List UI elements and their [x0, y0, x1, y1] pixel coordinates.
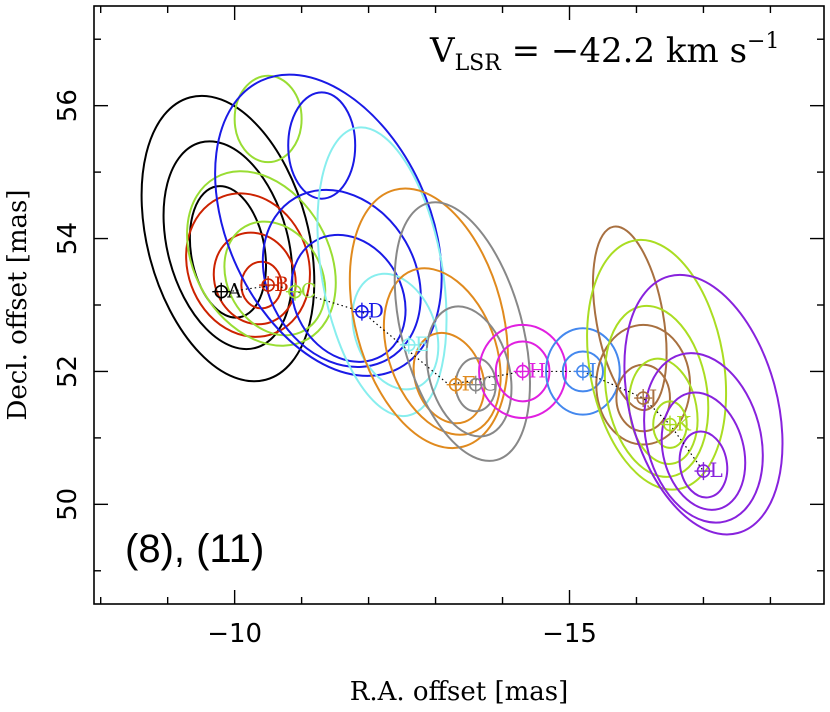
contour-D-1	[214, 73, 443, 377]
contour-A-1	[140, 94, 316, 383]
markers-layer: A B C D E F G H I JKL	[212, 272, 723, 482]
marker-B: B	[259, 272, 289, 296]
y-tick-label: 56	[53, 89, 83, 122]
marker-G: G	[466, 372, 498, 396]
marker-H: H	[513, 358, 546, 382]
contour-L-1	[623, 273, 784, 536]
y-tick-label: 52	[53, 355, 83, 388]
marker-label-C: C	[301, 279, 316, 303]
vlsr-annotation: VLSR = −42.2 km s−1	[429, 29, 779, 76]
contour-J-1	[592, 225, 668, 412]
vlsr-subscript: LSR	[455, 51, 503, 76]
y-tick-label: 50	[53, 488, 83, 521]
marker-E: E	[399, 332, 430, 356]
marker-L: L	[694, 458, 723, 482]
marker-label-J: J	[647, 385, 657, 409]
x-tick-label: −15	[542, 619, 597, 649]
track-line	[227, 284, 704, 472]
marker-label-B: B	[274, 272, 289, 296]
marker-D: D	[352, 299, 384, 323]
marker-label-A: A	[226, 279, 242, 303]
marker-label-H: H	[529, 358, 546, 382]
vlsr-exponent: −1	[747, 29, 779, 54]
marker-label-K: K	[676, 412, 692, 436]
contour-F-1	[348, 187, 509, 450]
contour-D-4	[287, 91, 357, 200]
marker-label-I: I	[589, 358, 597, 382]
plot-background	[94, 6, 824, 604]
marker-K: K	[660, 412, 692, 436]
marker-label-D: D	[368, 299, 384, 323]
contour-K-4	[652, 400, 688, 449]
y-tick-label: 54	[53, 222, 83, 255]
marker-label-G: G	[482, 372, 498, 396]
track-layer	[227, 284, 704, 472]
marker-I: I	[573, 358, 597, 382]
vlsr-value: = −42.2 km s	[501, 31, 747, 71]
contour-G-2	[425, 305, 513, 438]
marker-C: C	[285, 279, 316, 303]
contour-F-2	[382, 267, 502, 436]
contour-E-1	[316, 126, 448, 418]
marker-label-F: F	[462, 372, 476, 396]
contour-C-1	[233, 74, 303, 164]
contour-I-2	[561, 350, 604, 393]
contour-L-3	[660, 391, 747, 511]
contour-K-2	[603, 304, 710, 478]
panel-label: (8), (11)	[125, 527, 264, 571]
contour-L-2	[643, 352, 764, 524]
contour-H-2	[494, 340, 551, 403]
marker-label-L: L	[709, 458, 722, 482]
y-axis-label: Decl. offset [mas]	[3, 190, 33, 421]
tick-labels: −10 −15 50 52 54 56	[53, 89, 597, 649]
marker-label-E: E	[415, 332, 430, 356]
contour-L-4	[678, 430, 729, 499]
contour-I-1	[545, 327, 621, 416]
contours-layer	[140, 73, 784, 536]
x-tick-label: −10	[207, 619, 262, 649]
ticks-layer	[94, 6, 824, 604]
contour-F-3	[412, 331, 486, 425]
contour-A-2	[162, 140, 294, 351]
marker-J: J	[634, 385, 657, 409]
vlsr-prefix: V	[429, 31, 456, 71]
plot-frame	[93, 5, 825, 605]
marker-A: A	[212, 279, 242, 303]
x-axis-label: R.A. offset [mas]	[350, 677, 569, 707]
